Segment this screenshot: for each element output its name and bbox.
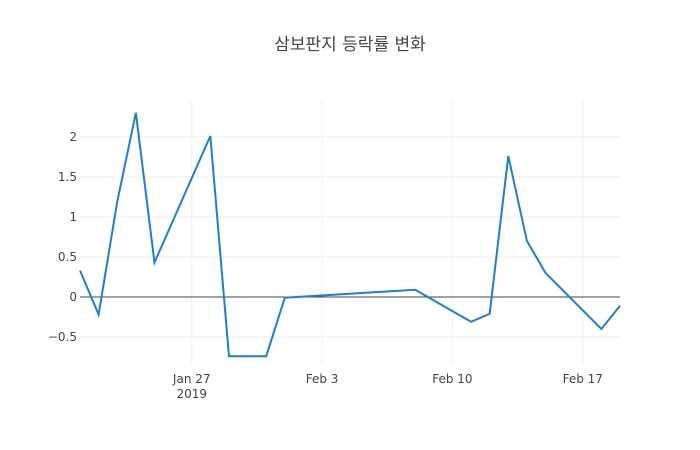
y-tick-label: 2 xyxy=(69,130,77,144)
y-tick-label: 0 xyxy=(69,290,77,304)
data-line xyxy=(79,112,621,358)
x-tick-label: Feb 10 xyxy=(432,372,472,386)
x-tick-label: Feb 17 xyxy=(563,372,603,386)
y-tick-label: −0.5 xyxy=(48,330,77,344)
y-tick-label: 0.5 xyxy=(58,250,77,264)
x-tick-label: Feb 3 xyxy=(306,372,339,386)
x-tick-label: Jan 27 2019 xyxy=(172,372,211,401)
y-tick-label: 1 xyxy=(69,210,77,224)
y-tick-label: 1.5 xyxy=(58,170,77,184)
chart-title: 삼보판지 등락률 변화 xyxy=(274,35,426,55)
